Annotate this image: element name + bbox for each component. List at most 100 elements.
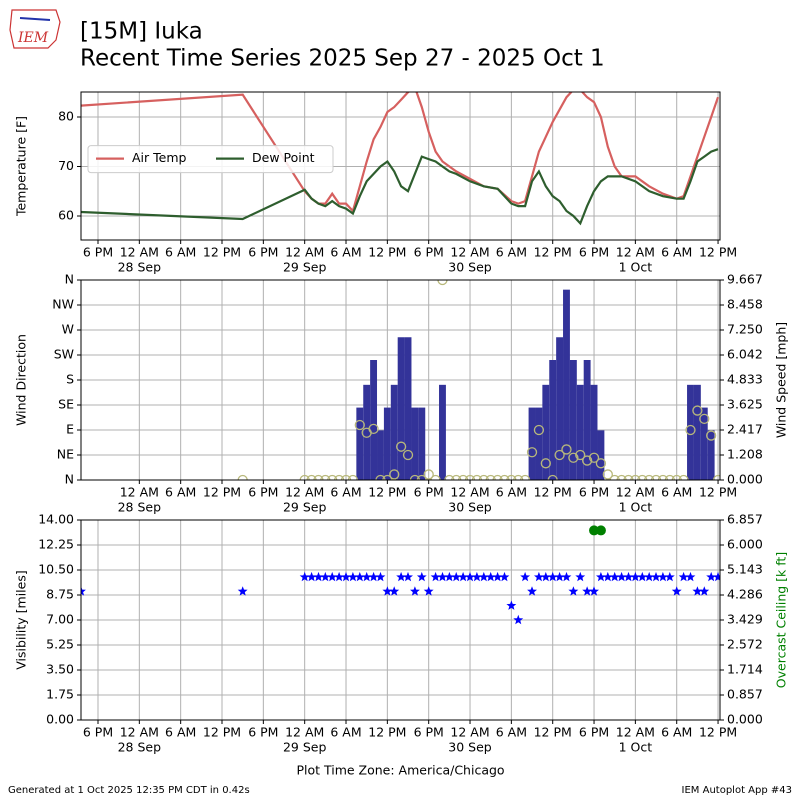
x-tick-label: 6 AM xyxy=(330,485,361,500)
star-point xyxy=(306,571,317,582)
x-tick-label: 6 AM xyxy=(496,485,527,500)
y2-tick-label: 6.042 xyxy=(727,346,763,361)
star-point xyxy=(237,586,248,596)
x-tick-label: 12 PM xyxy=(534,245,572,260)
y-tick-label: W xyxy=(62,322,74,337)
x-tick-label: 6 PM xyxy=(579,245,609,260)
title: [15M] Iuka xyxy=(80,19,203,45)
y2-tick-label: 8.458 xyxy=(727,297,763,312)
y2-tick-label: 9.667 xyxy=(727,272,763,287)
x-tick-label: 12 AM xyxy=(616,245,655,260)
bar xyxy=(397,337,405,480)
point xyxy=(430,474,441,480)
x-tick-label: 6 AM xyxy=(661,485,692,500)
x-tick-label: 6 PM xyxy=(83,725,113,740)
x-tick-label: 12 AM xyxy=(450,245,489,260)
point xyxy=(616,474,627,480)
point xyxy=(313,474,324,480)
point xyxy=(637,474,648,480)
point xyxy=(609,474,620,480)
x-tick-label: 12 PM xyxy=(699,485,737,500)
star-point xyxy=(81,586,86,596)
star-point xyxy=(465,571,475,582)
x-tick-label: 12 PM xyxy=(699,245,737,260)
point xyxy=(347,474,359,480)
star-point xyxy=(540,571,551,582)
x-date-label: 28 Sep xyxy=(118,740,162,755)
bar xyxy=(377,430,384,480)
bar xyxy=(693,384,701,480)
x-axis-label: Plot Time Zone: America/Chicago xyxy=(296,763,504,778)
star-point xyxy=(389,586,400,596)
y2-tick-label: 4.833 xyxy=(727,372,763,387)
frame xyxy=(80,519,721,721)
point xyxy=(692,405,703,416)
star-point xyxy=(299,571,310,582)
star-point xyxy=(623,571,634,582)
series-layer xyxy=(81,92,720,226)
point xyxy=(706,430,717,441)
point xyxy=(602,469,613,480)
x-date-label: 29 Sep xyxy=(283,740,327,755)
footer-right: IEM Autoplot App #43 xyxy=(682,785,792,796)
point xyxy=(299,474,310,480)
y2-tick-label: 2.572 xyxy=(727,636,763,651)
star-point xyxy=(616,571,627,582)
x-tick-label: 6 AM xyxy=(165,725,196,740)
y-tick-label: 10.50 xyxy=(38,562,74,577)
star-point xyxy=(637,571,648,582)
star-point xyxy=(410,586,420,596)
point xyxy=(389,469,400,480)
x-tick-label: 12 AM xyxy=(285,245,324,260)
x-date-label: 30 Sep xyxy=(448,260,492,275)
point xyxy=(623,474,634,480)
y-tick-label: 1.75 xyxy=(46,687,74,702)
y2-tick-label: 7.250 xyxy=(727,322,763,337)
point xyxy=(437,280,448,286)
star-point xyxy=(609,571,620,582)
bar xyxy=(370,360,378,480)
x-date-label: 29 Sep xyxy=(283,500,327,515)
y-tick-label: SE xyxy=(58,397,74,412)
star-point xyxy=(396,571,407,582)
y-tick-label: 5.25 xyxy=(46,637,74,652)
point xyxy=(423,469,434,480)
x-tick-label: 12 PM xyxy=(203,485,241,500)
y-tick-label: 14.00 xyxy=(38,512,74,527)
x-tick-label: 6 PM xyxy=(248,725,278,740)
point xyxy=(554,449,565,461)
point xyxy=(568,452,579,463)
bar xyxy=(569,360,577,480)
star-point xyxy=(348,571,358,582)
x-tick-label: 6 PM xyxy=(579,485,609,500)
star-point xyxy=(513,614,524,625)
x-tick-label: 6 PM xyxy=(248,245,278,260)
bar xyxy=(404,337,412,480)
x-tick-label: 6 AM xyxy=(330,725,361,740)
point xyxy=(327,474,338,480)
x-tick-label: 6 AM xyxy=(661,725,692,740)
y-tick-label: 70 xyxy=(58,158,74,173)
point xyxy=(237,474,248,480)
star-point xyxy=(692,586,703,596)
y-tick-label: 3.50 xyxy=(46,662,74,677)
star-point xyxy=(354,571,365,582)
logo-text: IEM xyxy=(17,30,49,46)
point xyxy=(575,449,586,461)
point xyxy=(581,455,593,466)
point xyxy=(354,419,365,431)
y2-tick-label: 6.857 xyxy=(727,512,763,527)
x-date-label: 28 Sep xyxy=(118,500,162,515)
point xyxy=(416,474,427,480)
point xyxy=(699,413,710,425)
point xyxy=(513,474,524,480)
bar xyxy=(583,360,591,480)
star-point xyxy=(713,571,720,582)
star-point xyxy=(706,571,717,582)
bar xyxy=(549,360,557,480)
y2-tick-label: 0.857 xyxy=(727,687,763,702)
y2-tick-label: 3.429 xyxy=(727,611,763,626)
star-point xyxy=(664,571,675,582)
point xyxy=(589,525,600,536)
star-point xyxy=(423,586,434,596)
